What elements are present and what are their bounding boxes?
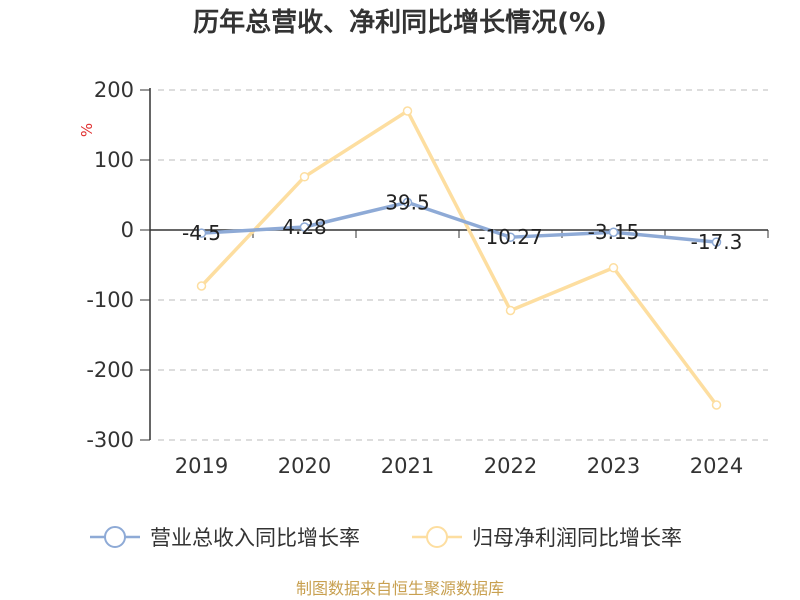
data-label: 39.5 xyxy=(385,190,430,214)
y-tick-label: 0 xyxy=(121,218,134,242)
data-label: -10.27 xyxy=(478,225,542,249)
data-point xyxy=(711,237,722,247)
legend-marker xyxy=(426,526,448,548)
y-tick-label: 200 xyxy=(94,78,134,102)
legend-layer: 营业总收入同比增长率 归母净利润同比增长率 xyxy=(90,526,682,550)
source-note: 制图数据来自恒生聚源数据库 xyxy=(295,579,504,598)
data-label: 4.28 xyxy=(282,215,327,239)
data-point xyxy=(505,232,516,242)
y-tick-label: -100 xyxy=(86,288,134,312)
legend-label: 营业总收入同比增长率 xyxy=(150,526,360,550)
y-axis-unit-label: % xyxy=(78,123,96,137)
series-line xyxy=(199,109,719,407)
legend-marker xyxy=(104,526,126,548)
data-point xyxy=(196,228,207,238)
data-point xyxy=(299,172,310,182)
x-tick-label: 2019 xyxy=(175,454,228,478)
y-tick-label: 100 xyxy=(94,148,134,172)
grid-layer xyxy=(158,89,768,441)
y-tick-label: -200 xyxy=(86,358,134,382)
data-label: -17.3 xyxy=(691,230,743,254)
x-tick-label: 2023 xyxy=(587,454,640,478)
data-point xyxy=(505,305,516,316)
data-point xyxy=(711,400,722,410)
data-point xyxy=(402,197,413,208)
x-tick-label: 2020 xyxy=(278,454,331,478)
x-tick-label: 2022 xyxy=(484,454,537,478)
data-label: -3.15 xyxy=(588,220,640,244)
data-point xyxy=(608,227,619,237)
legend-item: 营业总收入同比增长率 xyxy=(90,526,360,550)
series-layer xyxy=(196,106,722,410)
label-layer: -4.5 4.28 39.5 -10.27 -3.15 -17.3 xyxy=(182,190,742,254)
data-label: -4.5 xyxy=(182,221,221,245)
axis-layer: 200 100 0 -100 -200 -300% 2019 2020 2021 2022 2023… xyxy=(78,78,769,478)
x-tick-label: 2024 xyxy=(690,454,743,478)
data-point xyxy=(196,281,207,291)
data-point xyxy=(402,106,413,116)
y-tick-label: -300 xyxy=(86,428,134,452)
legend-label: 归母净利润同比增长率 xyxy=(472,526,682,550)
legend-item: 归母净利润同比增长率 xyxy=(412,526,682,550)
chart-title: 历年总营收、净利同比增长情况(%) xyxy=(193,8,607,38)
series-line xyxy=(199,200,719,244)
data-point xyxy=(299,222,310,232)
x-tick-label: 2021 xyxy=(381,454,434,478)
data-point xyxy=(608,263,619,273)
